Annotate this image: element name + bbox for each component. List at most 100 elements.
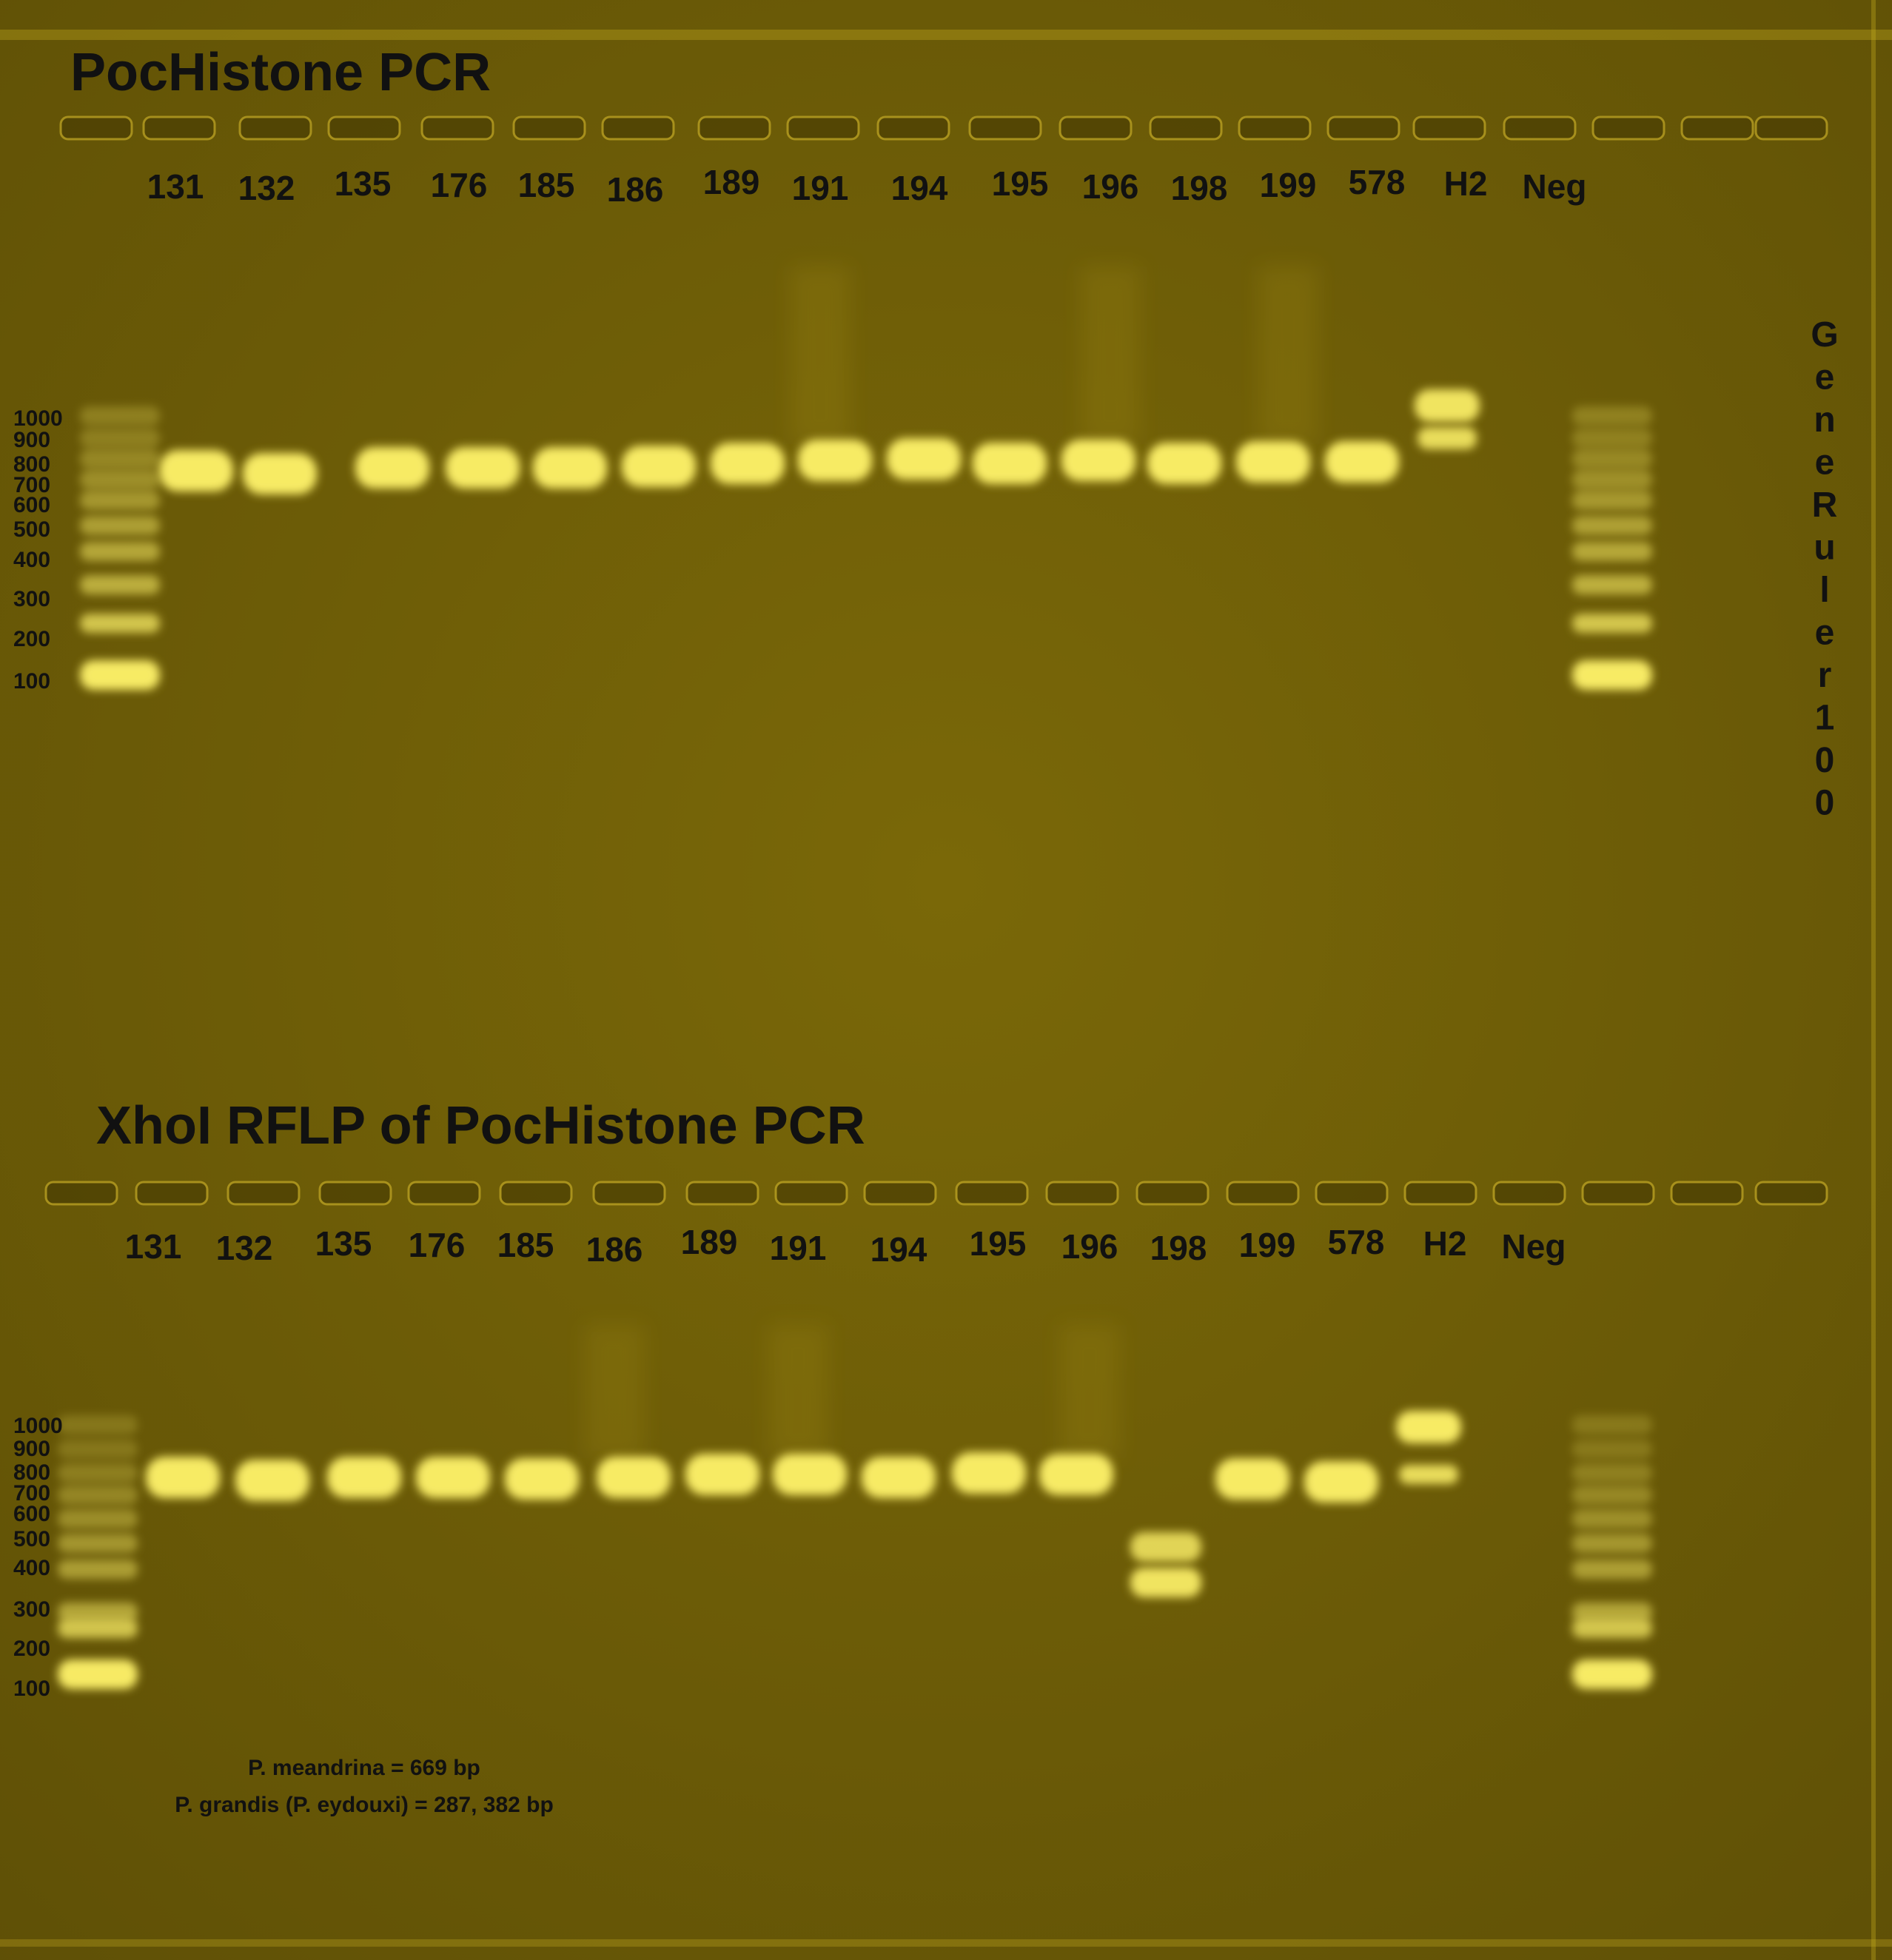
ladder-band: [80, 449, 160, 469]
top-well: [1754, 115, 1828, 141]
bottom-size-label: 900: [13, 1437, 50, 1461]
bottom-size-label: 200: [13, 1637, 50, 1661]
top-size-label: 200: [13, 627, 50, 651]
top-well: [420, 115, 494, 141]
top-size-label: 500: [13, 517, 50, 542]
ladder-band: [80, 406, 160, 426]
ladder-name-letter: e: [1815, 614, 1835, 653]
bottom-rflp-band-287: [1130, 1568, 1201, 1597]
bottom-lane-label: Neg: [1502, 1227, 1566, 1266]
top-h2-band: [1418, 427, 1477, 449]
bottom-lane-labels: 131 132 135 176 185 186 189 191 194 195 196 198 199 5…: [125, 1223, 1566, 1269]
bottom-h2-band: [1399, 1465, 1458, 1484]
top-well: [1238, 115, 1312, 141]
ladder-band: [1572, 516, 1652, 535]
bottom-well: [1226, 1181, 1300, 1206]
ladder-band: [1572, 1486, 1652, 1505]
bottom-lane-label: 189: [681, 1223, 738, 1261]
ladder-band: [1572, 1509, 1652, 1528]
bottom-lane-label: 176: [409, 1226, 466, 1264]
bottom-sample-band: [416, 1457, 490, 1498]
top-size-label: 900: [13, 428, 50, 452]
ladder-band: [58, 1486, 138, 1505]
bottom-well: [1581, 1181, 1655, 1206]
ladder-band: [1572, 1415, 1652, 1434]
top-lane-label: 191: [792, 169, 849, 207]
top-well: [786, 115, 860, 141]
bottom-size-label: 800: [13, 1460, 50, 1485]
ladder-band: [58, 1560, 138, 1579]
lane-smear: [768, 1325, 828, 1458]
ladder-band: [80, 516, 160, 535]
bottom-well: [1492, 1181, 1566, 1206]
gel-edge-bottom: [0, 1939, 1892, 1947]
top-sample-band: [798, 440, 872, 481]
bottom-h2-band: [1396, 1411, 1461, 1443]
top-sample-band: [887, 438, 961, 480]
bottom-well: [592, 1181, 666, 1206]
bottom-lane-label: 194: [870, 1230, 927, 1269]
bottom-well: [1670, 1181, 1744, 1206]
bottom-well: [135, 1181, 209, 1206]
top-lane-label: 185: [518, 166, 575, 204]
top-size-label: 100: [13, 669, 50, 694]
ladder-name-letter: n: [1814, 400, 1835, 440]
ladder-name-letter: R: [1812, 486, 1838, 525]
ladder-band: [58, 1534, 138, 1553]
ladder-band: [58, 1602, 138, 1622]
bottom-well: [863, 1181, 937, 1206]
ladder-name-letter: l: [1819, 571, 1829, 610]
top-sample-band: [973, 443, 1047, 484]
ladder-band: [1572, 491, 1652, 510]
bottom-lane-label: 135: [315, 1224, 372, 1263]
top-sample-band: [1236, 441, 1310, 483]
top-well: [968, 115, 1042, 141]
top-well: [876, 115, 950, 141]
top-well: [1149, 115, 1223, 141]
top-lane-label: 578: [1349, 163, 1406, 201]
bottom-well: [1754, 1181, 1828, 1206]
top-h2-band: [1415, 389, 1480, 422]
ladder-name-letter: 0: [1815, 784, 1835, 823]
ladder-band: [1572, 1619, 1652, 1638]
ladder-name-letter: 1: [1815, 699, 1835, 738]
bottom-lane-label: 132: [216, 1229, 273, 1267]
ladder-band: [1572, 406, 1652, 426]
ladder-name-letter: G: [1811, 315, 1838, 355]
top-lane-label: 189: [703, 163, 760, 201]
ladder-name-letter: e: [1815, 443, 1835, 483]
ladder-band: [1572, 1659, 1652, 1689]
top-well: [1326, 115, 1400, 141]
lane-smear: [1060, 1325, 1119, 1458]
top-size-label: 300: [13, 587, 50, 611]
top-lane-label: 186: [607, 170, 664, 209]
bottom-size-label: 600: [13, 1502, 50, 1526]
top-size-label: 600: [13, 493, 50, 517]
bottom-well: [318, 1181, 392, 1206]
lane-smears: [585, 266, 1318, 1458]
top-sample-band: [622, 446, 696, 487]
top-well: [238, 115, 312, 141]
bottom-sample-band: [1039, 1454, 1113, 1495]
bottom-lane-label: 195: [970, 1224, 1027, 1263]
top-well: [1503, 115, 1577, 141]
gel-edge-right: [1871, 0, 1876, 1960]
bottom-gel-title: XhoI RFLP of PocHistone PCR: [96, 1096, 865, 1155]
dna-bands: [58, 389, 1652, 1689]
gel-edge-top: [0, 30, 1892, 40]
bottom-lane-label: 185: [497, 1226, 554, 1264]
ladder-band: [1572, 660, 1652, 690]
ladder-band: [1572, 449, 1652, 469]
legend-meandrina: P. meandrina = 669 bp: [248, 1756, 480, 1780]
bottom-well: [407, 1181, 481, 1206]
bottom-sample-band: [862, 1457, 936, 1498]
ladder-band: [1572, 1602, 1652, 1622]
bottom-sample-band: [773, 1454, 847, 1495]
bottom-sample-band: [952, 1452, 1026, 1494]
ladder-band: [58, 1619, 138, 1638]
ladder-band: [58, 1440, 138, 1459]
ladder-name-letter: u: [1814, 528, 1835, 568]
